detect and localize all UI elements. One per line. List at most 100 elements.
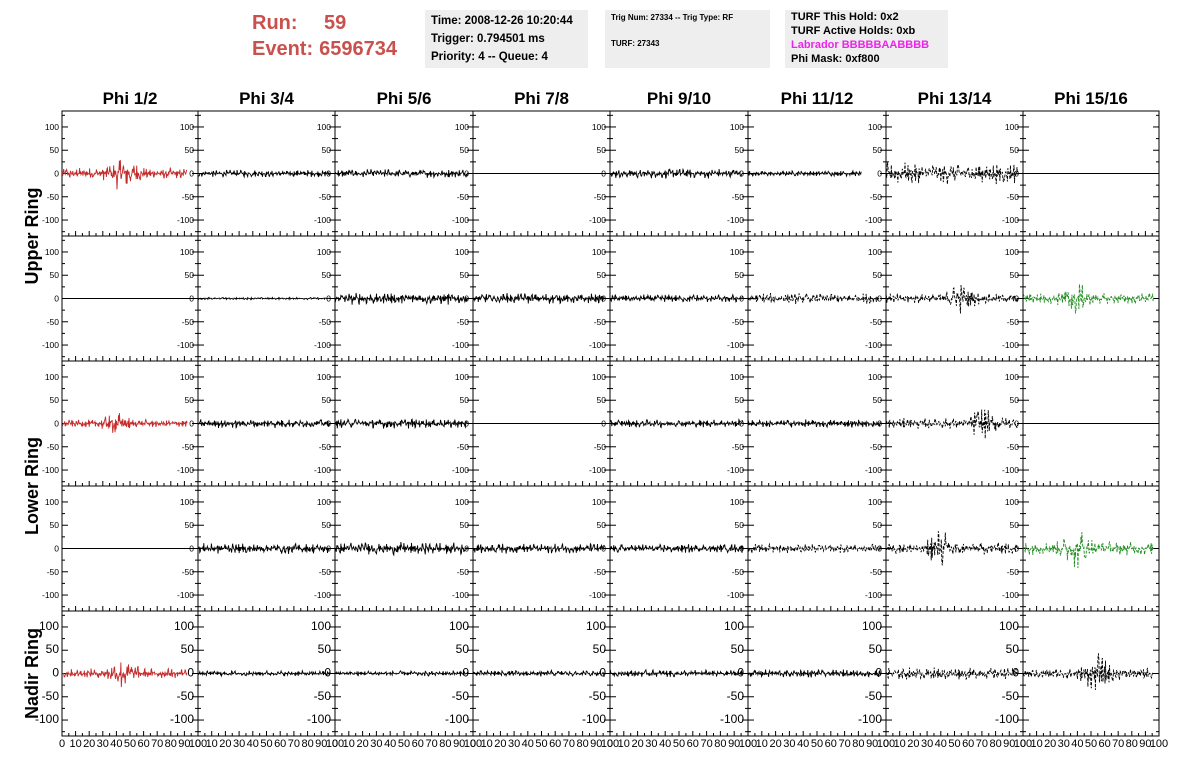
panel-r2-c1-ylabel-left: -100 <box>42 340 59 350</box>
panel-r5-c8-xlabel: 100 <box>1150 738 1168 750</box>
panel-r5-c4-xlabel: 50 <box>535 738 547 750</box>
panel-r5-c1-ylabel-left: -50 <box>42 689 60 703</box>
panel-r2-c7-ylabel-right: 100 <box>1005 247 1019 257</box>
panel-r2-c3-ylabel-right: 100 <box>455 247 469 257</box>
panel-r2-c7-trace <box>885 285 1018 314</box>
panel-r4-c5-trace <box>609 543 743 554</box>
panel-r5-c2-ylabel-right: -50 <box>314 689 332 703</box>
panel-r1-c6-ylabel-right: 100 <box>868 122 882 132</box>
panel-r5-c8-xlabel: 40 <box>1071 738 1083 750</box>
panel-r5-c5-trace <box>609 668 743 678</box>
panel-r4-c2-ylabel-right: 100 <box>317 497 331 507</box>
panel-r3-c3-ylabel-right: -100 <box>452 465 469 475</box>
panel-r2-c6-ylabel-right: 100 <box>868 247 882 257</box>
panel-r5-c3-xlabel: 30 <box>370 738 382 750</box>
panel-r5-c7-ylabel-right: 0 <box>1012 666 1019 680</box>
panel-r5-c6-xlabel: 80 <box>852 738 864 750</box>
panel-r2-c3-trace <box>334 292 468 306</box>
panel-r5-c6-ylabel-right: 50 <box>869 642 883 656</box>
panel-r3-c1-ylabel-right: 100 <box>180 372 194 382</box>
panel-r5-c4-xlabel: 60 <box>549 738 561 750</box>
panel-r5-c8-trace <box>1022 653 1154 691</box>
panel-r5-c7-xlabel: 60 <box>962 738 974 750</box>
panel-r3-c6-ylabel-right: -100 <box>865 465 882 475</box>
panel-r5-c5-ylabel-right: -50 <box>727 689 745 703</box>
panel-r5-c2-xlabel: 70 <box>288 738 300 750</box>
panel-r4-c1-ylabel-right: -100 <box>177 590 194 600</box>
panel-r5-c5-xlabel: 70 <box>700 738 712 750</box>
panel-r5-c3-xlabel: 100 <box>464 738 482 750</box>
run-event-box: Run: 59 Event: 6596734 <box>252 10 422 66</box>
panel-r5-c5-xlabel: 0 <box>607 738 613 750</box>
panel-r3-c2-ylabel-right: -50 <box>319 442 332 452</box>
panel-r2-c2-ylabel-right: 50 <box>322 270 332 280</box>
panel-r1-c6-ylabel-right: -100 <box>865 215 882 225</box>
panel-r3-c6-ylabel-right: 50 <box>873 395 883 405</box>
panel-r5-c5-ylabel-right: -100 <box>720 712 744 726</box>
panel-r5-c1-xlabel: 0 <box>59 738 65 750</box>
column-header-phi-5-6: Phi 5/6 <box>377 89 432 108</box>
run-row: Run: 59 <box>252 10 422 36</box>
panel-r4-c2-ylabel-right: -100 <box>314 590 331 600</box>
panel-r5-c4-ylabel-right: 100 <box>586 619 606 633</box>
panel-r5-c2-ylabel-right: 50 <box>318 642 332 656</box>
panel-r5-c7-xlabel: 30 <box>921 738 933 750</box>
panel-r4-c7-ylabel-right: 0 <box>1014 544 1019 554</box>
panel-r5-c2-xlabel: 0 <box>195 738 201 750</box>
panel-r4-c8-trace <box>1022 532 1154 569</box>
panel-r5-c3-xlabel: 80 <box>439 738 451 750</box>
panel-r5-c3-xlabel: 40 <box>384 738 396 750</box>
panel-r3-c2-ylabel-right: 50 <box>322 395 332 405</box>
panel-r1-c1-ylabel-left: 50 <box>50 145 60 155</box>
panel-r4-c5-ylabel-right: 100 <box>730 497 744 507</box>
panel-r4-c4-ylabel-right: 100 <box>592 497 606 507</box>
panel-r3-c5-ylabel-right: 0 <box>739 419 744 429</box>
panel-r5-c7-ylabel-right: 100 <box>999 619 1019 633</box>
panel-r2-c2-ylabel-right: -50 <box>319 317 332 327</box>
panel-r5-c3-xlabel: 90 <box>453 738 465 750</box>
panel-r4-c1-ylabel-right: 50 <box>185 520 195 530</box>
panel-r2-c1-ylabel-right: 50 <box>185 270 195 280</box>
panel-r2-c5-ylabel-right: -50 <box>732 317 745 327</box>
panel-r3-c3-trace <box>334 418 468 430</box>
panel-r4-c1-ylabel-right: -50 <box>182 567 195 577</box>
panel-r1-c7-ylabel-right: 50 <box>1010 145 1020 155</box>
time-info-panel: Time: 2008-12-26 10:20:44 Trigger: 0.794… <box>425 10 588 68</box>
panel-r5-c4-xlabel: 90 <box>590 738 602 750</box>
panel-r4-c7-ylabel-right: -50 <box>1007 567 1020 577</box>
panel-r5-c7-xlabel: 50 <box>948 738 960 750</box>
ring-label-upper-ring: Upper Ring <box>22 188 42 285</box>
panel-r5-c3-trace <box>335 669 468 677</box>
turf-hold-line: TURF This Hold: 0x2 <box>791 11 899 23</box>
panel-r2-c5-trace <box>609 293 743 303</box>
panel-r5-c8-xlabel: 20 <box>1044 738 1056 750</box>
panel-r1-c4-ylabel-right: -100 <box>589 215 606 225</box>
panel-r2-c6-ylabel-right: -50 <box>870 317 883 327</box>
panel-r1-c1-ylabel-right: 100 <box>180 122 194 132</box>
panel-r5-c2-xlabel: 50 <box>260 738 272 750</box>
column-header-phi-7-8: Phi 7/8 <box>514 89 569 108</box>
panel-r2-c3-ylabel-right: -50 <box>457 317 470 327</box>
panel-r5-c6-xlabel: 0 <box>745 738 751 750</box>
panel-r1-c3-trace <box>334 168 468 179</box>
panel-r1-c3-ylabel-right: 100 <box>455 122 469 132</box>
panel-r5-c1-ylabel-right: 100 <box>174 619 194 633</box>
panel-r5-c1-xlabel: 40 <box>110 738 122 750</box>
panel-r2-c7-ylabel-right: 50 <box>1010 270 1020 280</box>
panel-r1-c7-ylabel-right: -100 <box>1002 215 1019 225</box>
panel-r4-c7-ylabel-right: -100 <box>1002 590 1019 600</box>
panel-r5-c3-xlabel: 20 <box>356 738 368 750</box>
panel-r3-c1-ylabel-right: -50 <box>182 442 195 452</box>
panel-r5-c5-xlabel: 90 <box>728 738 740 750</box>
panel-r3-c2-trace <box>197 419 330 429</box>
panel-r1-c5-ylabel-right: 100 <box>730 122 744 132</box>
panel-r4-c4-ylabel-right: -50 <box>594 567 607 577</box>
panel-r1-c3-ylabel-right: -100 <box>452 215 469 225</box>
trig-line: Trig Num: 27334 -- Trig Type: RF <box>611 13 734 22</box>
panel-r1-c1-ylabel-left: -100 <box>42 215 59 225</box>
panel-r1-c6-ylabel-right: -50 <box>870 192 883 202</box>
panel-r5-c7-ylabel-right: -50 <box>1002 689 1020 703</box>
panel-r2-c4-ylabel-right: 100 <box>592 247 606 257</box>
panel-r2-c1-ylabel-right: 100 <box>180 247 194 257</box>
